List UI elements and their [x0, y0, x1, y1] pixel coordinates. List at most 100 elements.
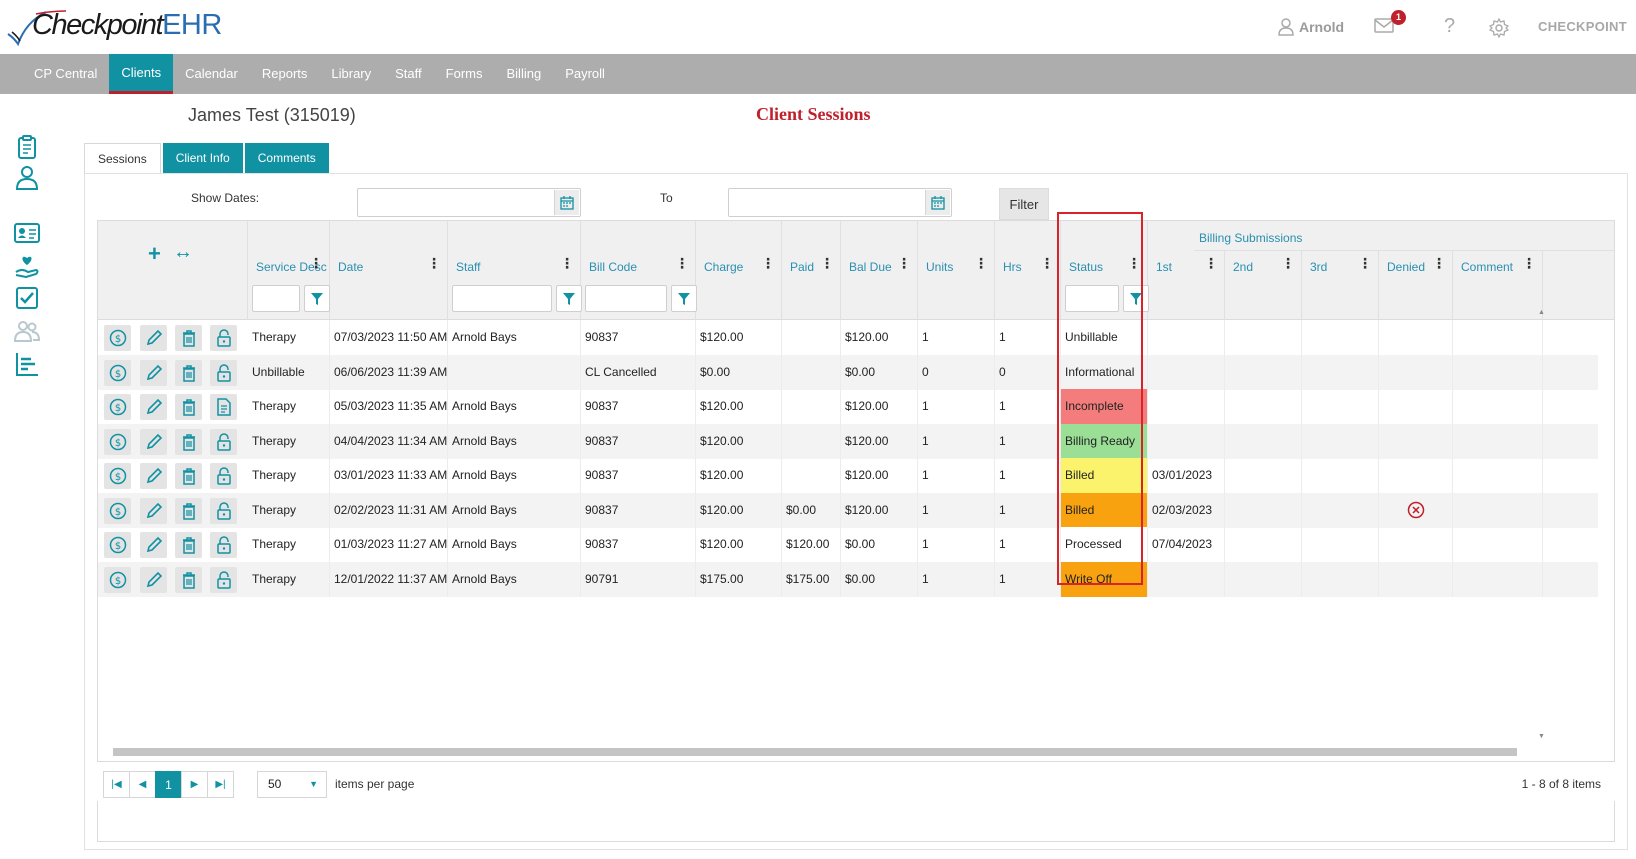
- column-header-staff[interactable]: Staff ⋮: [448, 221, 582, 320]
- column-menu-icon[interactable]: ⋮: [1127, 255, 1141, 271]
- billing-dollar-icon[interactable]: $: [104, 359, 131, 386]
- denied-x-icon[interactable]: [1407, 501, 1425, 519]
- id-card-icon[interactable]: [14, 220, 40, 246]
- delete-trash-icon[interactable]: [175, 359, 202, 386]
- lock-icon[interactable]: [210, 566, 237, 593]
- filter-funnel-icon[interactable]: [671, 285, 697, 312]
- filter-funnel-icon[interactable]: [556, 285, 582, 312]
- delete-trash-icon[interactable]: [175, 532, 202, 558]
- checkbox-icon[interactable]: [14, 285, 40, 311]
- nav-library[interactable]: Library: [331, 66, 372, 81]
- tab-client-info[interactable]: Client Info: [162, 143, 243, 173]
- user-menu[interactable]: Arnold: [1278, 18, 1344, 36]
- column-header-service-desc[interactable]: Service Desc ⋮: [248, 221, 330, 320]
- column-header-hrs[interactable]: Hrs ⋮: [995, 221, 1061, 320]
- lock-icon[interactable]: [210, 497, 237, 524]
- column-menu-icon[interactable]: ⋮: [897, 255, 911, 271]
- column-header-date[interactable]: Date ⋮: [330, 221, 448, 320]
- billing-dollar-icon[interactable]: $: [104, 566, 131, 593]
- nav-staff[interactable]: Staff: [395, 66, 422, 81]
- from-date-input[interactable]: [357, 188, 581, 217]
- edit-pencil-icon[interactable]: [140, 359, 167, 386]
- prev-page-icon[interactable]: ◀: [129, 771, 156, 798]
- filter-input-status[interactable]: [1065, 285, 1119, 312]
- billing-dollar-icon[interactable]: $: [104, 394, 131, 420]
- column-menu-icon[interactable]: ⋮: [1040, 255, 1054, 271]
- lock-icon[interactable]: [210, 359, 237, 386]
- column-header-2nd[interactable]: 2nd ⋮: [1225, 250, 1302, 320]
- column-menu-icon[interactable]: ⋮: [820, 255, 834, 271]
- from-date-picker[interactable]: [554, 190, 579, 215]
- edit-pencil-icon[interactable]: [140, 428, 167, 455]
- billing-dollar-icon[interactable]: $: [104, 325, 131, 351]
- table-row[interactable]: $ Therapy 03/01/2023 11:33 AM Arnold Bays 90…: [98, 458, 1598, 493]
- column-header-comment[interactable]: Comment ⋮: [1453, 250, 1543, 320]
- column-header-3rd[interactable]: 3rd ⋮: [1302, 250, 1379, 320]
- delete-trash-icon[interactable]: [175, 566, 202, 593]
- column-menu-icon[interactable]: ⋮: [1358, 255, 1372, 271]
- nav-reports[interactable]: Reports: [261, 66, 308, 81]
- billing-dollar-icon[interactable]: $: [104, 532, 131, 558]
- column-header-status[interactable]: Status ⋮: [1061, 221, 1149, 320]
- heart-hand-icon[interactable]: [14, 252, 40, 278]
- column-menu-icon[interactable]: ⋮: [1432, 255, 1446, 271]
- column-menu-icon[interactable]: ⋮: [560, 255, 574, 271]
- tab-comments[interactable]: Comments: [244, 143, 329, 173]
- edit-pencil-icon[interactable]: [140, 394, 167, 420]
- scroll-down-arrow-icon[interactable]: ▼: [1538, 733, 1545, 740]
- filter-button[interactable]: Filter: [999, 188, 1049, 220]
- nav-cp-central[interactable]: CP Central: [34, 66, 98, 81]
- column-header-bill-code[interactable]: Bill Code ⋮: [581, 221, 697, 320]
- org-name[interactable]: CHECKPOINT: [1538, 19, 1627, 34]
- column-menu-icon[interactable]: ⋮: [1281, 255, 1295, 271]
- edit-pencil-icon[interactable]: [140, 463, 167, 489]
- edit-pencil-icon[interactable]: [140, 325, 167, 351]
- nav-calendar[interactable]: Calendar: [185, 66, 238, 81]
- billing-dollar-icon[interactable]: $: [104, 428, 131, 455]
- help-icon[interactable]: ?: [1444, 15, 1456, 37]
- edit-pencil-icon[interactable]: [140, 566, 167, 593]
- nav-clients[interactable]: Clients: [109, 54, 174, 94]
- billing-dollar-icon[interactable]: $: [104, 497, 131, 524]
- column-header-charge[interactable]: Charge ⋮: [696, 221, 782, 320]
- nav-forms[interactable]: Forms: [445, 66, 483, 81]
- add-session-icon[interactable]: +: [148, 241, 161, 266]
- table-row[interactable]: $ Therapy 07/03/2023 11:50 AM Arnold Bays 90…: [98, 320, 1598, 355]
- column-menu-icon[interactable]: ⋮: [675, 255, 689, 271]
- delete-trash-icon[interactable]: [175, 463, 202, 489]
- filter-funnel-icon[interactable]: [304, 285, 330, 312]
- lock-icon[interactable]: [210, 325, 237, 351]
- column-menu-icon[interactable]: ⋮: [761, 255, 775, 271]
- person-icon[interactable]: [14, 164, 40, 190]
- table-row[interactable]: $ Therapy 02/02/2023 11:31 AM Arnold Bays 90…: [98, 492, 1598, 528]
- report-chart-icon[interactable]: [14, 351, 40, 377]
- column-header-bal-due[interactable]: Bal Due ⋮: [841, 221, 918, 320]
- lock-icon[interactable]: [210, 428, 237, 455]
- delete-trash-icon[interactable]: [175, 428, 202, 455]
- billing-dollar-icon[interactable]: $: [104, 463, 131, 489]
- column-menu-icon[interactable]: ⋮: [309, 255, 323, 271]
- filter-input-bill-code[interactable]: [585, 285, 667, 312]
- lock-icon[interactable]: [210, 463, 237, 489]
- table-row[interactable]: $ Therapy 01/03/2023 11:27 AM Arnold Bays 90…: [98, 527, 1598, 562]
- app-logo[interactable]: CheckpointEHR: [6, 8, 222, 48]
- nav-payroll[interactable]: Payroll: [565, 66, 605, 81]
- scrollbar-thumb[interactable]: [113, 748, 1517, 756]
- column-menu-icon[interactable]: ⋮: [1522, 255, 1536, 271]
- filter-input-service-desc[interactable]: [252, 285, 300, 312]
- horizontal-scrollbar[interactable]: [99, 747, 1529, 757]
- column-menu-icon[interactable]: ⋮: [427, 255, 441, 271]
- column-menu-icon[interactable]: ⋮: [1204, 255, 1218, 271]
- expand-columns-icon[interactable]: ↔: [173, 241, 193, 263]
- delete-trash-icon[interactable]: [175, 394, 202, 420]
- table-row[interactable]: $ Therapy 12/01/2022 11:37 AM Arnold Bays 90…: [98, 561, 1598, 597]
- delete-trash-icon[interactable]: [175, 497, 202, 524]
- column-header-denied[interactable]: Denied ⋮: [1379, 250, 1453, 320]
- table-row[interactable]: $ Therapy 04/04/2023 11:34 AM Arnold Bays 90…: [98, 423, 1598, 459]
- scroll-up-arrow-icon[interactable]: ▲: [1538, 309, 1545, 316]
- settings-button[interactable]: [1488, 17, 1510, 41]
- table-row[interactable]: $ Unbillable 06/06/2023 11:39 AM CL Cancell…: [98, 354, 1598, 390]
- filter-input-staff[interactable]: [452, 285, 552, 312]
- last-page-icon[interactable]: ▶|: [207, 771, 234, 798]
- page-size-select[interactable]: 50 ▼: [257, 771, 327, 798]
